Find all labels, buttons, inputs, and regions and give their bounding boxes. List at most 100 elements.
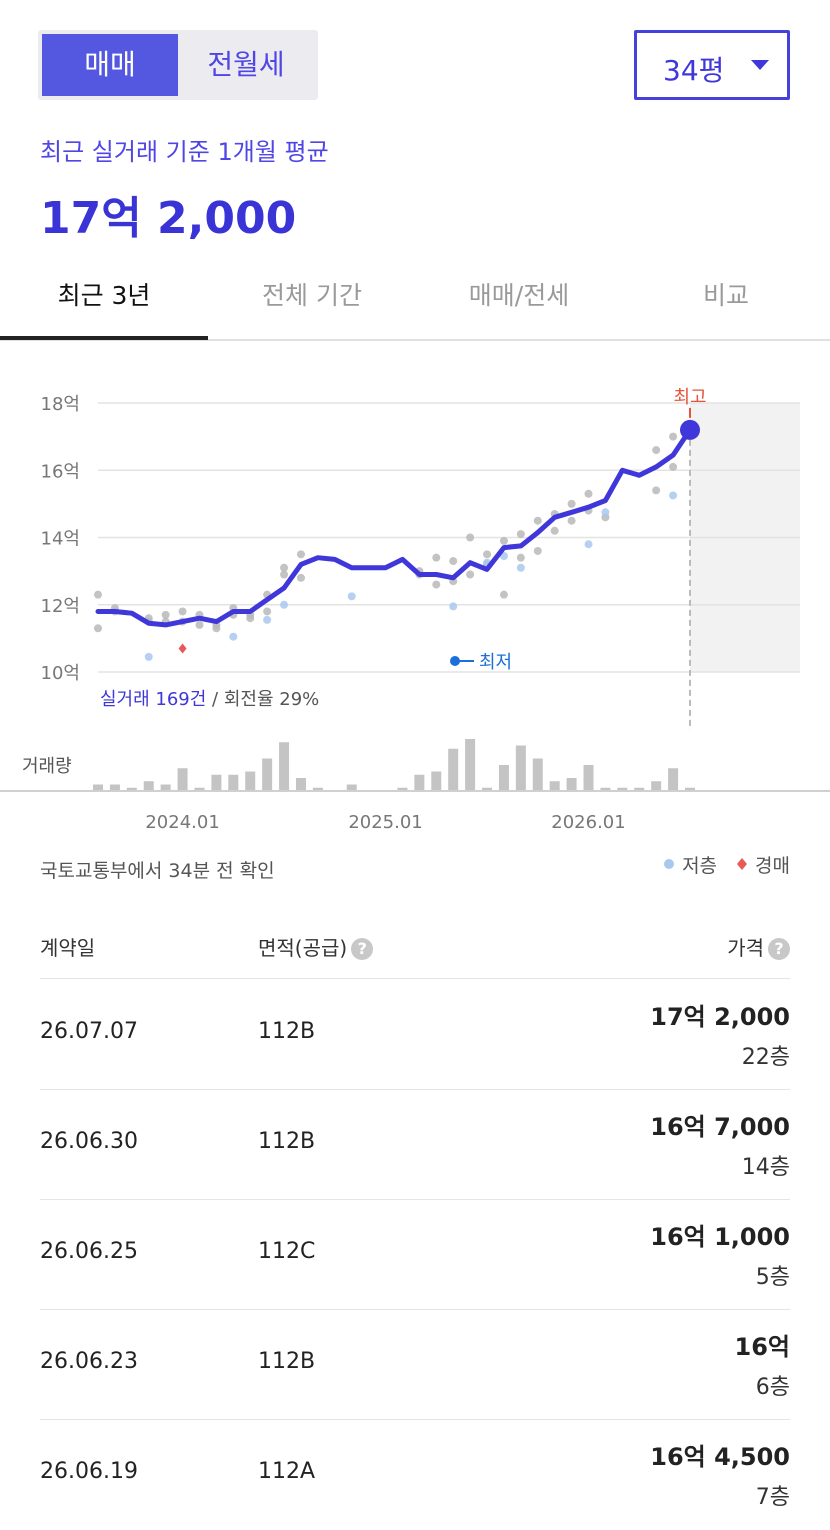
area: 112A <box>258 1459 316 1484</box>
x-tick-label: 2024.01 <box>145 812 219 833</box>
volume-bar <box>295 778 306 791</box>
volume-bar <box>194 787 205 791</box>
deal-point <box>280 563 289 572</box>
deal-point <box>567 499 576 508</box>
volume-bar <box>397 787 408 791</box>
deal-tab[interactable]: 전월세 <box>207 48 285 81</box>
deal-point <box>246 614 255 623</box>
volume-bar <box>279 742 290 791</box>
deal-point <box>550 526 559 535</box>
deal-point <box>347 592 356 601</box>
volume-bar <box>93 784 103 791</box>
volume-bar <box>126 787 137 791</box>
deal-point <box>161 610 170 619</box>
header-text: 면적(공급) <box>258 936 348 960</box>
legend-label: 저층 <box>682 855 718 877</box>
deal-point <box>466 570 475 579</box>
legend: 저층 경매 <box>644 851 790 878</box>
volume-bar <box>448 748 459 791</box>
deal-point <box>669 432 678 441</box>
table-divider <box>40 1309 790 1310</box>
table-divider <box>40 1199 790 1200</box>
volume-bar <box>312 787 323 791</box>
deal-point <box>466 533 475 542</box>
deal-point <box>483 550 492 559</box>
deal-point <box>280 600 289 609</box>
help-icon[interactable]: ? <box>351 938 374 960</box>
volume-bar <box>228 774 239 791</box>
volume-bar <box>566 778 577 791</box>
deal-point <box>516 563 525 572</box>
volume-bar <box>515 745 526 791</box>
deal-point <box>432 553 441 562</box>
period-tab[interactable]: 전체 기간 <box>262 281 362 310</box>
y-tick-label: 14억 <box>41 529 80 550</box>
contract-date: 26.06.30 <box>40 1129 138 1154</box>
auction-point <box>178 643 187 654</box>
table-divider <box>40 978 790 979</box>
y-tick-label: 12억 <box>41 596 80 617</box>
area: 112B <box>258 1019 316 1044</box>
source-note: 국토교통부에서 34분 전 확인 <box>40 860 275 882</box>
volume-bar <box>160 784 171 791</box>
deal-point <box>212 624 221 633</box>
area: 112B <box>258 1129 316 1154</box>
legend-label: 경매 <box>755 855 790 877</box>
floor: 7층 <box>755 1485 790 1510</box>
volume-bar <box>177 768 188 791</box>
contract-date: 26.07.07 <box>40 1019 138 1044</box>
deal-point <box>144 652 153 661</box>
deal-point <box>652 446 661 455</box>
volume-bar <box>414 774 425 791</box>
table-divider <box>40 1089 790 1090</box>
table-divider <box>40 1419 790 1420</box>
trade-stats: 실거래 169건 / 회전율 29% <box>100 689 319 710</box>
max-label: 최고 <box>673 387 706 408</box>
period-tab[interactable]: 매매/전세 <box>468 281 570 310</box>
period-tab[interactable]: 최근 3년 <box>57 281 151 310</box>
deal-point <box>567 516 576 525</box>
help-icon[interactable]: ? <box>768 938 790 960</box>
deal-point <box>499 536 508 545</box>
tab-underline <box>0 336 208 340</box>
volume-bar <box>262 758 273 791</box>
deal-point <box>533 546 542 555</box>
deal-point <box>296 573 305 582</box>
legend-swatch <box>664 859 675 869</box>
size-select[interactable]: 34평 <box>634 30 790 100</box>
deal-point <box>516 553 525 562</box>
deal-point <box>263 607 272 616</box>
deal-point <box>499 590 508 599</box>
swatch-shape <box>737 858 748 870</box>
deal-toggle: 매매 전월세 <box>38 30 318 100</box>
contract-date: 26.06.25 <box>40 1239 138 1264</box>
contract-date: 26.06.23 <box>40 1349 138 1374</box>
period-tab[interactable]: 비교 <box>702 281 749 310</box>
x-tick-label: 2026.01 <box>551 812 625 833</box>
deal-point <box>533 516 542 525</box>
floor: 22층 <box>741 1045 790 1070</box>
price: 16억 <box>734 1333 790 1361</box>
tab-divider <box>0 339 830 341</box>
legend-item: 저층 <box>662 855 717 877</box>
trade-count: 실거래 169건 <box>100 689 206 710</box>
deal-point <box>601 508 610 517</box>
summary-label: 최근 실거래 기준 1개월 평균 <box>40 138 329 166</box>
dropdown-arrow <box>751 60 769 70</box>
deal-tab[interactable]: 매매 <box>42 34 178 96</box>
y-tick-label: 18억 <box>41 394 80 415</box>
y-tick-label: 16억 <box>41 461 80 482</box>
min-label: 최저 <box>479 652 512 673</box>
deal-point <box>263 615 272 624</box>
deal-point <box>94 624 102 633</box>
volume-bar <box>600 787 611 791</box>
deal-point <box>296 550 305 559</box>
deal-point <box>449 602 458 611</box>
price: 16억 4,500 <box>650 1443 790 1471</box>
deal-point <box>516 530 525 539</box>
max-point <box>680 419 700 440</box>
volume-bar <box>634 787 645 791</box>
deal-point <box>669 491 678 500</box>
